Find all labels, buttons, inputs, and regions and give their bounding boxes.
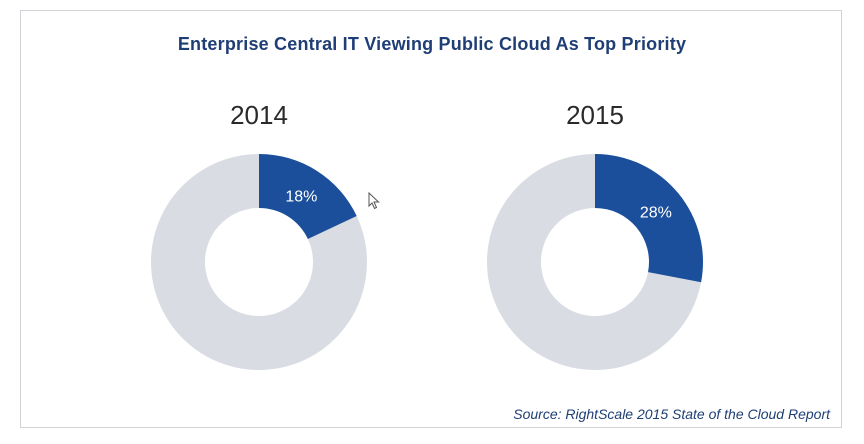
source-note: Source: RightScale 2015 State of the Clo… xyxy=(513,406,830,422)
donut-chart-2014: 18% xyxy=(151,154,368,370)
mouse-pointer-icon xyxy=(368,192,380,210)
slice-label-2015: 28% xyxy=(640,205,672,222)
donut-slice-highlight-2015 xyxy=(595,154,703,283)
donut-slice-rest-2015 xyxy=(487,154,702,370)
chart-frame xyxy=(20,10,842,428)
donut-chart-2015: 28% xyxy=(487,154,703,370)
chart-title: Enterprise Central IT Viewing Public Clo… xyxy=(177,34,687,54)
slice-label-2014: 18% xyxy=(285,188,317,205)
year-label-2014: 2014 xyxy=(230,100,288,130)
donut-slice-highlight-2014 xyxy=(259,154,357,240)
year-label-2015: 2015 xyxy=(566,100,624,130)
donut-slice-rest-2014 xyxy=(151,154,368,370)
